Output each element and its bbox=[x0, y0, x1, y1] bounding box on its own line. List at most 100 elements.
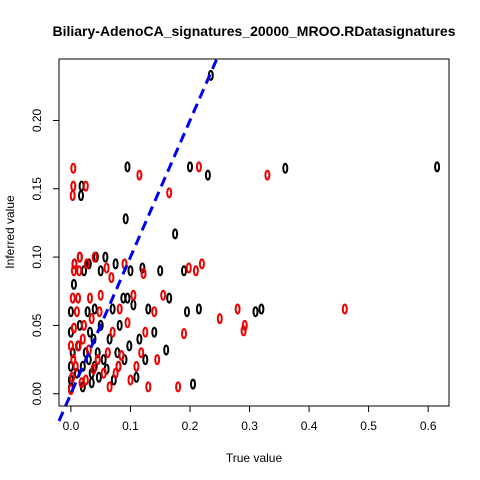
data-point bbox=[69, 371, 76, 383]
data-point bbox=[76, 265, 83, 277]
data-point bbox=[88, 377, 95, 389]
x-tick-label: 0.2 bbox=[182, 419, 199, 433]
data-point bbox=[69, 292, 76, 304]
data-point bbox=[172, 228, 179, 240]
data-point bbox=[282, 162, 289, 174]
data-point bbox=[69, 190, 76, 202]
data-point bbox=[341, 303, 348, 315]
data-point bbox=[67, 306, 74, 318]
data-point bbox=[115, 360, 122, 372]
data-point bbox=[142, 326, 149, 338]
data-point bbox=[184, 306, 190, 318]
data-point bbox=[87, 326, 93, 338]
data-point bbox=[124, 161, 131, 173]
plot-frame bbox=[58, 58, 450, 407]
data-point bbox=[84, 306, 91, 318]
data-point bbox=[142, 354, 149, 366]
data-point bbox=[140, 268, 147, 279]
data-point bbox=[94, 354, 101, 366]
data-point bbox=[151, 326, 158, 338]
data-point bbox=[136, 169, 143, 181]
data-point bbox=[151, 306, 158, 318]
data-point bbox=[160, 289, 167, 301]
x-tick-label: 0.1 bbox=[122, 419, 139, 433]
data-point bbox=[104, 347, 111, 359]
data-point bbox=[166, 292, 173, 304]
data-point bbox=[103, 262, 110, 274]
data-point bbox=[116, 303, 123, 315]
x-axis: 0.0 0.1 0.2 0.3 0.4 0.5 0.6 bbox=[63, 405, 437, 433]
data-point bbox=[192, 265, 199, 277]
data-point bbox=[145, 303, 152, 315]
data-point bbox=[126, 340, 133, 352]
data-point bbox=[130, 299, 137, 311]
data-point bbox=[133, 360, 140, 372]
y-tick-label: 0.00 bbox=[30, 382, 44, 406]
reference-line-layer bbox=[57, 58, 219, 422]
data-point bbox=[118, 350, 125, 361]
x-tick-label: 0.3 bbox=[241, 419, 258, 433]
x-tick-label: 0.5 bbox=[360, 419, 377, 433]
data-point bbox=[130, 289, 137, 301]
data-point bbox=[434, 161, 441, 173]
data-point bbox=[76, 251, 83, 263]
data-point bbox=[100, 354, 107, 366]
data-point bbox=[185, 262, 192, 274]
data-point bbox=[190, 378, 196, 390]
data-point bbox=[252, 306, 259, 318]
data-point bbox=[91, 303, 98, 315]
data-point bbox=[112, 367, 119, 379]
data-point bbox=[78, 190, 84, 202]
data-point bbox=[70, 322, 77, 334]
data-point bbox=[106, 333, 113, 345]
y-tick-label: 0.10 bbox=[30, 245, 44, 269]
x-tick-label: 0.6 bbox=[420, 419, 437, 433]
data-point bbox=[73, 306, 80, 318]
y-axis: 0.00 0.05 0.10 0.15 0.20 bbox=[30, 108, 60, 406]
x-tick-label: 0.0 bbox=[63, 419, 80, 433]
data-point bbox=[84, 258, 90, 270]
data-point bbox=[264, 169, 271, 181]
data-point bbox=[108, 272, 115, 284]
data-point bbox=[100, 367, 107, 379]
data-point bbox=[198, 258, 205, 270]
data-point bbox=[70, 278, 77, 290]
data-point bbox=[181, 265, 187, 277]
data-point bbox=[70, 162, 77, 174]
x-tick-label: 0.4 bbox=[301, 419, 318, 433]
data-point bbox=[87, 292, 93, 304]
data-point bbox=[70, 265, 77, 277]
data-point bbox=[97, 289, 104, 301]
data-point bbox=[154, 354, 161, 366]
data-point bbox=[109, 303, 116, 315]
data-point bbox=[187, 161, 193, 173]
data-point bbox=[81, 319, 87, 331]
data-point bbox=[163, 344, 170, 356]
data-point bbox=[122, 213, 129, 225]
data-point bbox=[88, 313, 95, 325]
data-point bbox=[70, 180, 77, 192]
data-point bbox=[102, 251, 109, 263]
data-point bbox=[97, 265, 104, 277]
chart-title: Biliary-AdenoCA_signatures_20000_MROO.RD… bbox=[52, 23, 455, 39]
data-point bbox=[96, 306, 103, 318]
data-point bbox=[90, 363, 97, 375]
data-point bbox=[79, 333, 86, 345]
data-point bbox=[241, 319, 248, 331]
data-point bbox=[67, 340, 74, 352]
data-point bbox=[75, 292, 82, 304]
data-point bbox=[204, 169, 211, 181]
data-point bbox=[112, 258, 119, 270]
y-axis-label: Inferred value bbox=[3, 195, 17, 269]
data-point bbox=[91, 251, 98, 263]
data-point bbox=[106, 381, 113, 393]
plot-points bbox=[67, 69, 441, 396]
data-point bbox=[166, 187, 173, 199]
data-point bbox=[71, 258, 78, 270]
data-point bbox=[133, 371, 140, 383]
data-point bbox=[95, 371, 102, 383]
data-point bbox=[124, 292, 131, 304]
x-axis-label: True value bbox=[226, 451, 283, 465]
y-tick-label: 0.20 bbox=[30, 108, 44, 132]
y-tick-label: 0.15 bbox=[30, 177, 44, 201]
